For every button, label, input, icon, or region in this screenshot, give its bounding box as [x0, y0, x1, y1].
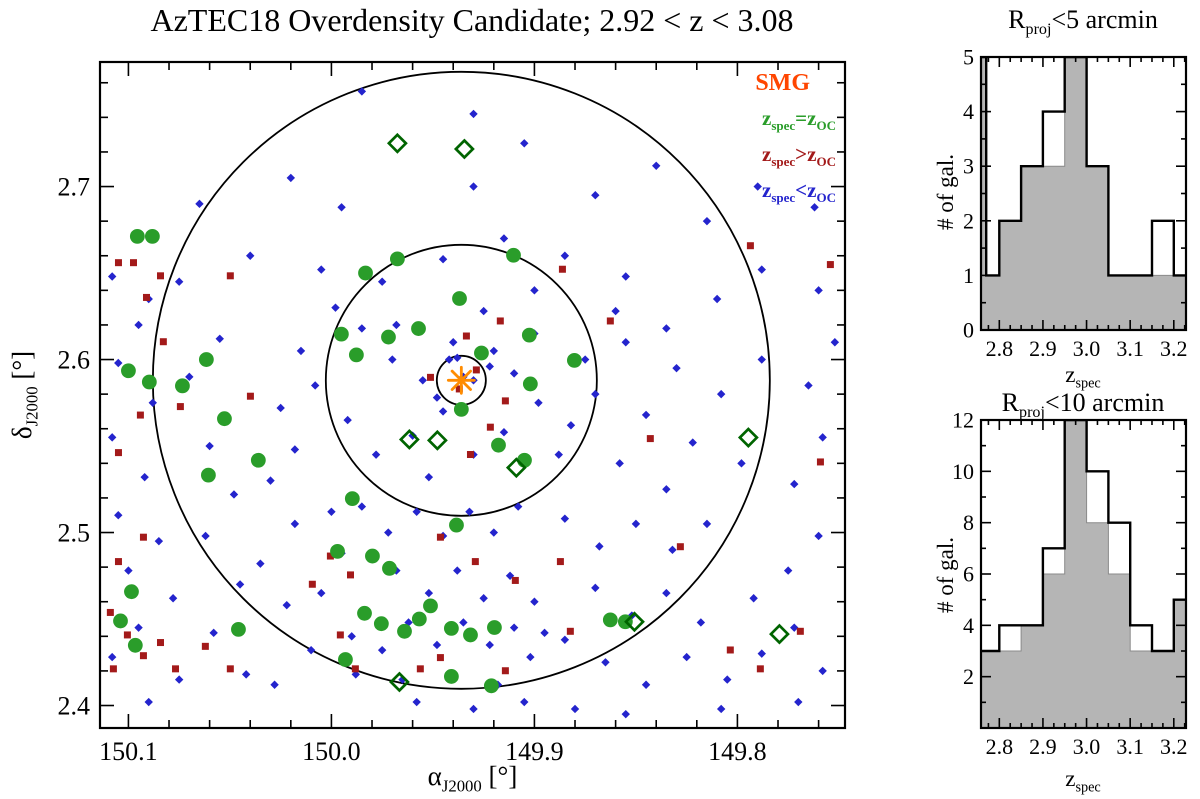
x-tick-label: 3.0 [1073, 734, 1101, 759]
legend: SMG zspec=zOC zspec>zOC zspec<zOC [755, 70, 836, 215]
y-tick-label: 2.6 [58, 345, 91, 374]
plot-frame [98, 60, 847, 730]
main-plot-title: AzTEC18 Overdensity Candidate; 2.92 < z … [150, 2, 794, 38]
x-tick-label: 2.8 [986, 734, 1014, 759]
main-plot: 150.1 150.0 149.9 149.8 2.4 2.5 2.6 2.7 [58, 60, 847, 766]
hist-outline [981, 420, 1186, 653]
delta-unit: [°] [7, 350, 37, 387]
y-tick-label: 12 [952, 407, 974, 432]
series-smg [446, 365, 476, 395]
legend-op: > [795, 142, 808, 167]
x-tick-label: 3.1 [1116, 734, 1144, 759]
legend-sub: OC [816, 118, 836, 134]
hist2-title-r: R [1001, 388, 1020, 417]
hist2-y-axis-label: # of gal. [933, 537, 958, 614]
y-tick-label: 3 [963, 154, 974, 179]
y-tick-label: 4 [963, 613, 974, 638]
y-tick-label: 2.7 [58, 172, 91, 201]
main-x-axis-label: αJ2000 [°] [100, 761, 845, 796]
hist1-title-r: R [1008, 5, 1026, 34]
alpha-symbol: α [427, 761, 442, 791]
x-tick-label: 2.9 [1029, 336, 1057, 361]
hist-filled [981, 420, 1186, 728]
x-tick-label: 149.9 [505, 737, 564, 766]
x-tick-label: 150.0 [302, 737, 361, 766]
y-tick-label: 2.4 [58, 691, 91, 720]
aperture-circle [324, 243, 598, 517]
y-tick-label: 1 [963, 263, 974, 288]
main-y-axis-label: δJ2000 [°] [6, 285, 42, 505]
hist1-y-axis-label: # of gal. [933, 154, 958, 231]
y-tick-label: 6 [963, 561, 974, 586]
y-tick-label: 4 [963, 99, 974, 124]
hist-rproj-10: 2.8 2.9 3.0 3.1 3.2 2 4 6 8 10 12 [952, 407, 1188, 759]
y-tick-label: 0 [963, 317, 974, 342]
y-tick-label: 10 [952, 459, 974, 484]
hist2-title: Rproj<10 arcmin [955, 388, 1200, 422]
y-tick-label: 2 [963, 208, 974, 233]
hist2-title-rest: <10 arcmin [1044, 388, 1165, 417]
legend-text: z [761, 178, 772, 203]
smg-asterisk [446, 365, 476, 395]
legend-sub: spec [771, 190, 796, 206]
legend-item-zspec-lt-zoc: zspec<zOC [755, 178, 836, 206]
legend-text: z [807, 178, 817, 203]
hist1-title-rest: <5 arcmin [1051, 5, 1158, 34]
legend-text: z [807, 106, 817, 130]
x-tick-label: 150.1 [99, 737, 158, 766]
hist2-xlabel-sub: spec [1075, 779, 1101, 796]
legend-item-zspec-eq-zoc: zspec=zOC [755, 106, 836, 134]
y-tick-label: 5 [963, 44, 974, 69]
x-tick-label: 3.1 [1116, 336, 1144, 361]
hist1-xlabel-z: z [1065, 362, 1076, 387]
legend-op: < [795, 178, 808, 203]
series-zspec-eq-zoc [113, 228, 633, 694]
legend-sub: spec [771, 118, 796, 134]
series-open-diamond-members [386, 132, 790, 693]
series-zspec-lt-zoc [107, 87, 840, 719]
y-tick-label: 8 [963, 510, 974, 535]
hist1-x-axis-label: zspec [1023, 362, 1143, 393]
series-zspec-gt-zoc [106, 242, 834, 675]
hist-outline [981, 57, 1186, 277]
hist2-title-sub: proj [1019, 404, 1045, 422]
plot-frame [979, 55, 1188, 332]
x-tick-label: 3.0 [1073, 336, 1101, 361]
y-tick-label: 2 [963, 664, 974, 689]
alpha-unit: [°] [481, 761, 518, 791]
hist2-xlabel-z: z [1065, 766, 1076, 791]
legend-sub: OC [816, 190, 836, 206]
legend-text: z [761, 106, 772, 130]
y-tick-label: 2.5 [58, 518, 91, 547]
legend-text: z [761, 142, 772, 167]
alpha-subscript: J2000 [441, 776, 482, 796]
delta-subscript: J2000 [22, 386, 42, 427]
legend-sub: spec [771, 154, 796, 170]
x-tick-label: 3.2 [1160, 336, 1188, 361]
hist2-x-axis-label: zspec [1023, 766, 1143, 797]
delta-symbol: δ [7, 426, 37, 440]
x-tick-label: 3.2 [1160, 734, 1188, 759]
legend-op: = [795, 106, 808, 130]
hist-filled [981, 57, 1186, 330]
plot-frame [979, 418, 1188, 730]
axis-ticks [100, 62, 845, 728]
legend-item-smg: SMG [755, 70, 810, 96]
legend-sub: OC [816, 154, 836, 170]
x-tick-label: 2.8 [986, 336, 1014, 361]
hist-rproj-5: 2.8 2.9 3.0 3.1 3.2 0 1 2 3 4 5 [963, 44, 1188, 361]
hist1-title-sub: proj [1025, 21, 1052, 39]
x-tick-label: 149.8 [708, 737, 767, 766]
hist1-title: Rproj<5 arcmin [955, 5, 1200, 39]
legend-text: z [807, 142, 817, 167]
hist1-xlabel-sub: spec [1075, 375, 1101, 392]
legend-item-zspec-gt-zoc: zspec>zOC [755, 142, 836, 170]
x-tick-label: 2.9 [1029, 734, 1057, 759]
